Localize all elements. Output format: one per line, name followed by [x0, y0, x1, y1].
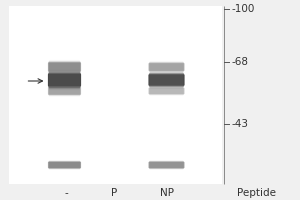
FancyBboxPatch shape — [48, 62, 81, 72]
Text: P: P — [111, 188, 117, 198]
Text: -68: -68 — [231, 57, 248, 67]
FancyBboxPatch shape — [48, 62, 81, 72]
FancyBboxPatch shape — [150, 72, 183, 88]
FancyBboxPatch shape — [149, 161, 184, 169]
FancyBboxPatch shape — [49, 61, 80, 73]
FancyBboxPatch shape — [48, 87, 81, 95]
FancyBboxPatch shape — [48, 63, 81, 71]
FancyBboxPatch shape — [148, 63, 185, 71]
FancyBboxPatch shape — [49, 161, 80, 169]
FancyBboxPatch shape — [48, 87, 81, 95]
FancyBboxPatch shape — [148, 75, 185, 85]
FancyBboxPatch shape — [149, 62, 184, 72]
FancyBboxPatch shape — [149, 161, 184, 169]
FancyBboxPatch shape — [49, 86, 80, 96]
Text: -100: -100 — [231, 4, 254, 14]
FancyBboxPatch shape — [150, 71, 183, 89]
FancyBboxPatch shape — [49, 72, 80, 88]
FancyBboxPatch shape — [48, 161, 81, 169]
FancyBboxPatch shape — [48, 73, 81, 87]
FancyBboxPatch shape — [49, 161, 80, 169]
FancyBboxPatch shape — [49, 70, 80, 90]
FancyBboxPatch shape — [148, 74, 184, 86]
Text: -43: -43 — [231, 119, 248, 129]
Text: -: - — [64, 188, 68, 198]
FancyBboxPatch shape — [48, 162, 81, 168]
Text: Peptide: Peptide — [237, 188, 276, 198]
FancyBboxPatch shape — [49, 71, 80, 89]
FancyBboxPatch shape — [49, 61, 80, 73]
FancyBboxPatch shape — [148, 162, 185, 168]
FancyBboxPatch shape — [149, 74, 184, 86]
FancyBboxPatch shape — [149, 161, 184, 169]
FancyBboxPatch shape — [148, 63, 184, 71]
FancyBboxPatch shape — [148, 88, 184, 94]
FancyBboxPatch shape — [149, 87, 184, 95]
FancyBboxPatch shape — [148, 162, 184, 168]
FancyBboxPatch shape — [149, 72, 184, 88]
FancyBboxPatch shape — [48, 162, 81, 168]
FancyBboxPatch shape — [149, 73, 184, 87]
FancyBboxPatch shape — [48, 73, 81, 87]
FancyBboxPatch shape — [149, 62, 184, 72]
Bar — [9, 6, 222, 184]
FancyBboxPatch shape — [149, 87, 184, 95]
FancyBboxPatch shape — [148, 88, 185, 94]
FancyBboxPatch shape — [49, 71, 80, 89]
FancyBboxPatch shape — [48, 87, 81, 95]
Text: NP: NP — [160, 188, 173, 198]
FancyBboxPatch shape — [48, 74, 81, 86]
